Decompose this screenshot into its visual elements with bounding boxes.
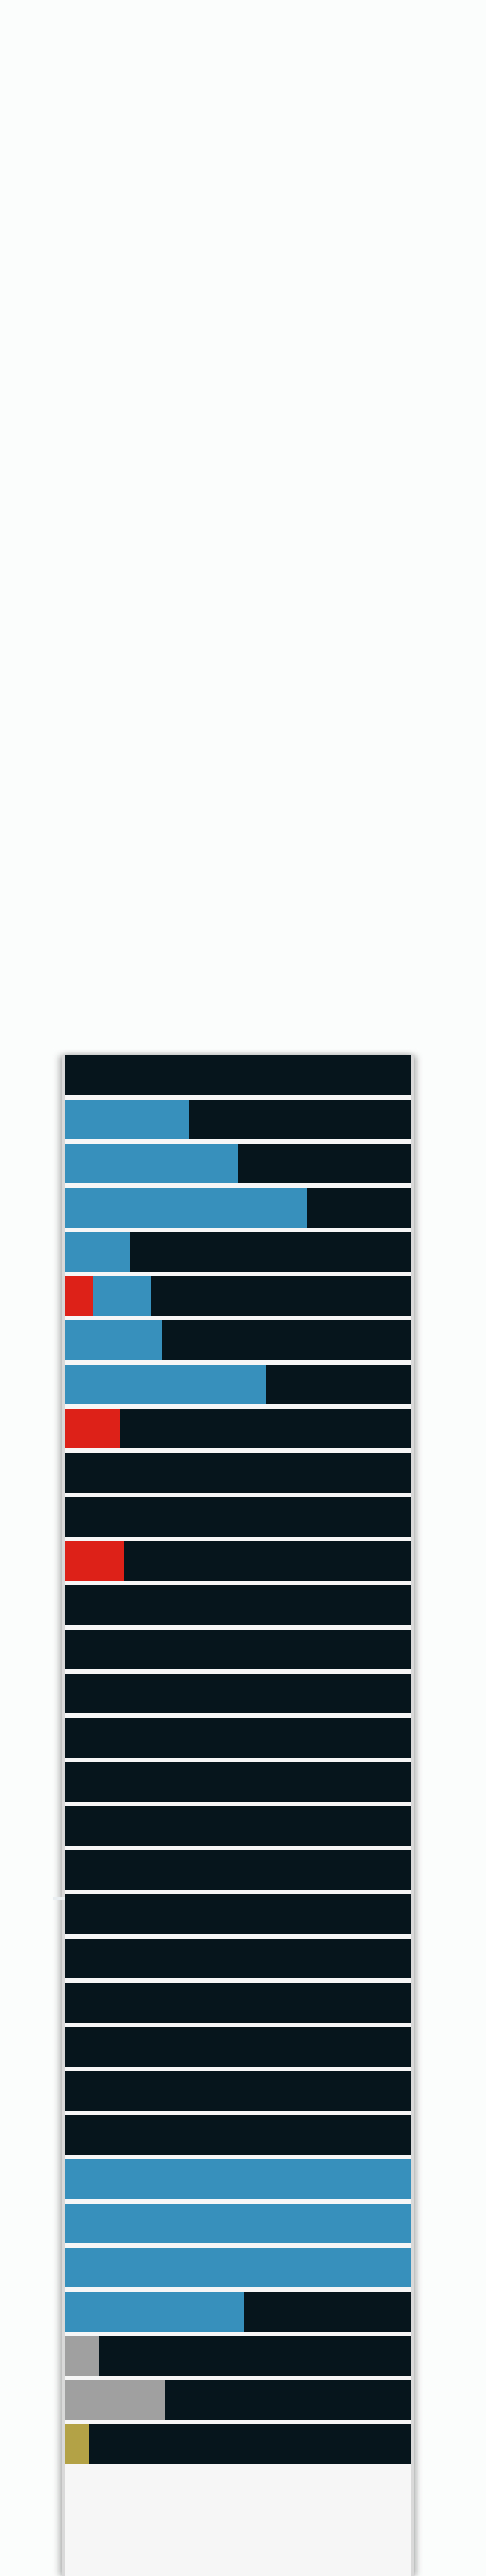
- blue-bar-segment: [65, 1188, 307, 1228]
- status-bar-row[interactable]: [65, 1630, 411, 1669]
- status-bar-row[interactable]: [65, 1674, 411, 1713]
- status-bar-row[interactable]: [65, 2248, 411, 2287]
- blue-bar-segment: [92, 1276, 152, 1316]
- red-bar-segment: [65, 1276, 93, 1316]
- gold-bar-segment: [65, 2424, 89, 2464]
- blue-bar-segment: [65, 2159, 411, 2199]
- blue-bar-segment: [65, 2292, 245, 2332]
- status-bar-row[interactable]: [65, 2204, 411, 2243]
- status-bar-row[interactable]: [65, 2380, 411, 2420]
- status-bar-row[interactable]: [65, 1585, 411, 1625]
- status-bar-row[interactable]: [65, 2115, 411, 2155]
- status-bar-row[interactable]: [65, 1806, 411, 1846]
- status-bar-row[interactable]: [65, 1762, 411, 1802]
- status-bar-row[interactable]: [65, 1983, 411, 2023]
- status-bar-list: [65, 1055, 411, 2469]
- status-bar-row[interactable]: [65, 2159, 411, 2199]
- blue-bar-segment: [65, 2204, 411, 2243]
- blue-bar-segment: [65, 1232, 131, 1272]
- status-bar-row[interactable]: [65, 1453, 411, 1493]
- red-bar-segment: [65, 1541, 124, 1581]
- status-bar-row[interactable]: [65, 1409, 411, 1448]
- status-bar-row[interactable]: [65, 1497, 411, 1537]
- status-bar-row[interactable]: [65, 1541, 411, 1581]
- status-bar-row[interactable]: [65, 2424, 411, 2464]
- blue-bar-segment: [65, 1100, 190, 1139]
- blue-bar-segment: [65, 1320, 162, 1360]
- divider-mark: [53, 1897, 65, 1900]
- gray-bar-segment: [65, 2380, 166, 2420]
- status-bar-row[interactable]: [65, 1320, 411, 1360]
- status-bar-row[interactable]: [65, 1188, 411, 1228]
- status-bar-row[interactable]: [65, 1276, 411, 1316]
- status-bar-row[interactable]: [65, 1055, 411, 1095]
- blue-bar-segment: [65, 1144, 238, 1183]
- status-bar-row[interactable]: [65, 1850, 411, 1890]
- status-bar-row[interactable]: [65, 1718, 411, 1758]
- blue-bar-segment: [65, 2248, 411, 2287]
- status-bar-row[interactable]: [65, 2071, 411, 2111]
- status-bar-row[interactable]: [65, 1100, 411, 1139]
- blue-bar-segment: [65, 1365, 266, 1404]
- status-bar-row[interactable]: [65, 2292, 411, 2332]
- status-bar-row[interactable]: [65, 1939, 411, 1978]
- status-bar-row[interactable]: [65, 2336, 411, 2376]
- red-bar-segment: [65, 1409, 121, 1448]
- status-bar-row[interactable]: [65, 1144, 411, 1183]
- status-bar-row[interactable]: [65, 1894, 411, 1934]
- gray-bar-segment: [65, 2336, 99, 2376]
- status-bar-panel: [62, 1055, 414, 2576]
- status-bar-row[interactable]: [65, 1365, 411, 1404]
- status-bar-row[interactable]: [65, 2027, 411, 2067]
- status-bar-row[interactable]: [65, 1232, 411, 1272]
